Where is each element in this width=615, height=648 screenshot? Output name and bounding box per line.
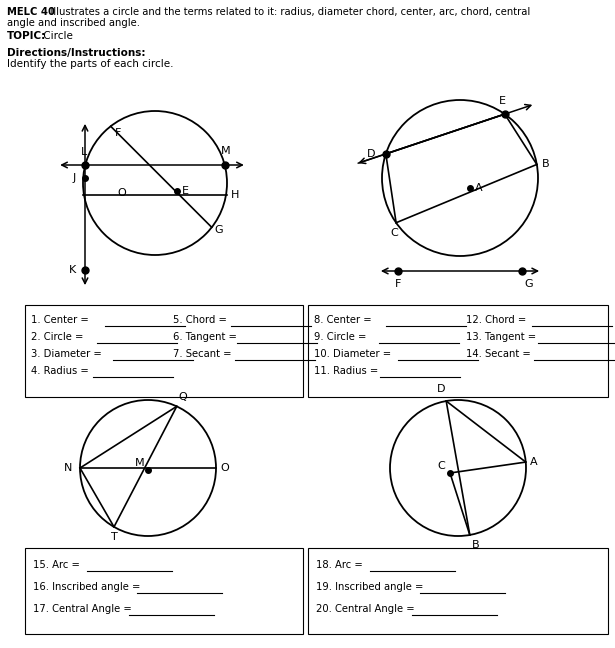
Text: 3. Diameter =: 3. Diameter = <box>31 349 101 359</box>
Text: 5. Chord =: 5. Chord = <box>173 315 227 325</box>
Text: E: E <box>182 186 189 196</box>
Text: 17. Central Angle =: 17. Central Angle = <box>33 604 132 614</box>
Text: 14. Secant =: 14. Secant = <box>466 349 531 359</box>
Text: K: K <box>69 265 76 275</box>
Text: Q: Q <box>179 393 188 402</box>
Text: 13. Tangent =: 13. Tangent = <box>466 332 536 342</box>
Bar <box>308 548 608 634</box>
Text: F: F <box>395 279 401 289</box>
Text: 15. Arc =: 15. Arc = <box>33 560 80 570</box>
Text: O: O <box>117 188 125 198</box>
Text: 20. Central Angle =: 20. Central Angle = <box>316 604 415 614</box>
Text: E: E <box>499 96 506 106</box>
Text: Identify the parts of each circle.: Identify the parts of each circle. <box>7 59 173 69</box>
Text: 16. Inscribed angle =: 16. Inscribed angle = <box>33 582 140 592</box>
Text: N: N <box>63 463 72 473</box>
Text: L: L <box>81 147 87 157</box>
Text: 9. Circle =: 9. Circle = <box>314 332 367 342</box>
Text: M: M <box>221 146 231 156</box>
Text: T: T <box>111 532 117 542</box>
Text: A: A <box>475 183 483 193</box>
Text: C: C <box>437 461 445 471</box>
Text: B: B <box>542 159 549 170</box>
Text: J: J <box>73 173 76 183</box>
Text: F: F <box>114 128 121 138</box>
Text: 11. Radius =: 11. Radius = <box>314 366 378 376</box>
Text: TOPIC:: TOPIC: <box>7 31 46 41</box>
Text: angle and inscribed angle.: angle and inscribed angle. <box>7 18 140 28</box>
Bar <box>308 305 608 397</box>
Text: A: A <box>530 457 538 467</box>
Bar <box>25 305 303 397</box>
Text: 4. Radius =: 4. Radius = <box>31 366 89 376</box>
Text: 2. Circle =: 2. Circle = <box>31 332 84 342</box>
Text: G: G <box>215 226 223 235</box>
Text: D: D <box>437 384 445 394</box>
Text: 6. Tangent =: 6. Tangent = <box>173 332 237 342</box>
Text: C: C <box>391 227 398 238</box>
Text: M: M <box>135 458 145 468</box>
Text: 10. Diameter =: 10. Diameter = <box>314 349 391 359</box>
Text: 1. Center =: 1. Center = <box>31 315 89 325</box>
Text: H: H <box>231 190 239 200</box>
Text: : Illustrates a circle and the terms related to it: radius, diameter chord, cent: : Illustrates a circle and the terms rel… <box>44 7 530 17</box>
Text: 7. Secant =: 7. Secant = <box>173 349 231 359</box>
Text: MELC 40: MELC 40 <box>7 7 55 17</box>
Text: G: G <box>524 279 533 289</box>
Text: 19. Inscribed angle =: 19. Inscribed angle = <box>316 582 423 592</box>
Text: Circle: Circle <box>40 31 73 41</box>
Text: B: B <box>472 540 480 550</box>
Text: D: D <box>367 149 376 159</box>
Text: 12. Chord =: 12. Chord = <box>466 315 526 325</box>
Text: O: O <box>220 463 229 473</box>
Text: Directions/Instructions:: Directions/Instructions: <box>7 48 146 58</box>
Text: 18. Arc =: 18. Arc = <box>316 560 363 570</box>
Bar <box>25 548 303 634</box>
Text: 8. Center =: 8. Center = <box>314 315 371 325</box>
